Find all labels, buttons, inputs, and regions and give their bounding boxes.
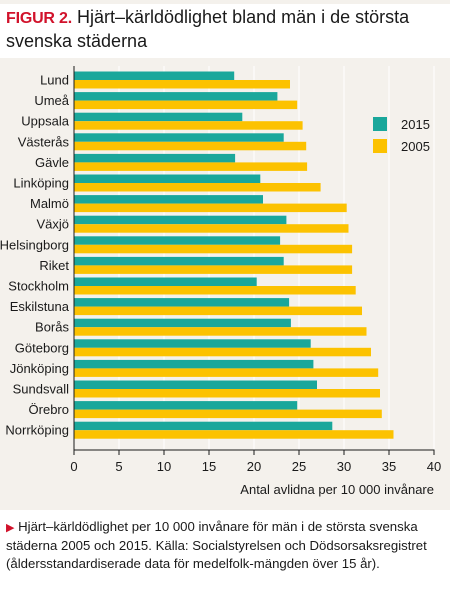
category-label: Göteborg bbox=[15, 340, 69, 355]
category-label: Umeå bbox=[34, 93, 69, 108]
bar-2005-13 bbox=[74, 347, 371, 357]
bar-2015-9 bbox=[74, 256, 284, 266]
caption-marker-icon: ▶ bbox=[6, 522, 15, 534]
bar-2015-13 bbox=[74, 339, 311, 348]
bar-2005-14 bbox=[74, 368, 379, 377]
bar-2005-12 bbox=[74, 327, 367, 336]
x-tick-label: 0 bbox=[70, 459, 77, 474]
bar-2005-17 bbox=[74, 430, 394, 439]
bar-2005-7 bbox=[74, 224, 349, 233]
category-label: Stockholm bbox=[8, 279, 69, 294]
bar-2015-16 bbox=[74, 401, 298, 410]
bar-2005-16 bbox=[74, 409, 382, 419]
bar-2005-0 bbox=[74, 80, 290, 89]
bar-2015-4 bbox=[74, 153, 236, 163]
legend-label-2015: 2015 bbox=[401, 117, 430, 132]
figure-label: FIGUR 2. bbox=[6, 10, 72, 27]
legend-swatch-2015 bbox=[373, 117, 387, 131]
bar-2005-5 bbox=[74, 183, 321, 192]
bar-2005-1 bbox=[74, 100, 298, 110]
category-label: Örebro bbox=[29, 402, 69, 417]
category-label: Eskilstuna bbox=[10, 299, 70, 314]
bar-2005-6 bbox=[74, 203, 347, 213]
category-label: Jönköping bbox=[10, 361, 69, 376]
category-label: Sundsvall bbox=[13, 382, 69, 397]
category-label: Växjö bbox=[36, 217, 69, 232]
bar-2005-9 bbox=[74, 265, 353, 274]
bar-2015-0 bbox=[74, 71, 235, 80]
x-tick-label: 30 bbox=[337, 459, 351, 474]
bar-2015-14 bbox=[74, 359, 314, 369]
bar-2015-5 bbox=[74, 174, 261, 183]
category-label: Gävle bbox=[35, 155, 69, 170]
legend-label-2005: 2005 bbox=[401, 139, 430, 154]
bar-2005-10 bbox=[74, 286, 356, 295]
figure-title: FIGUR 2. Hjärt–kärldödlighet bland män i… bbox=[6, 6, 444, 52]
x-tick-label: 25 bbox=[292, 459, 306, 474]
category-label: Riket bbox=[39, 258, 69, 273]
bar-2005-11 bbox=[74, 306, 362, 316]
x-axis-label: Antal avlidna per 10 000 invånare bbox=[240, 482, 434, 497]
x-tick-label: 15 bbox=[202, 459, 216, 474]
bar-2015-3 bbox=[74, 133, 284, 142]
bar-2005-2 bbox=[74, 121, 303, 130]
category-label: Linköping bbox=[13, 176, 69, 191]
bar-2005-4 bbox=[74, 162, 308, 171]
x-tick-label: 35 bbox=[382, 459, 396, 474]
category-label: Västerås bbox=[18, 134, 70, 149]
bar-2015-8 bbox=[74, 236, 281, 245]
figure-caption: ▶ Hjärt–kärldödlighet per 10 000 invånar… bbox=[6, 518, 442, 573]
bar-chart: Lund Umeå Uppsala Västerås Gävle Linköping Mal… bbox=[0, 66, 441, 497]
bar-2015-1 bbox=[74, 92, 278, 101]
category-label: Malmö bbox=[30, 196, 69, 211]
top-rule bbox=[0, 0, 450, 4]
bar-2005-8 bbox=[74, 244, 353, 254]
bar-2015-7 bbox=[74, 215, 287, 225]
bar-2005-15 bbox=[74, 389, 380, 398]
x-tick-label: 40 bbox=[427, 459, 441, 474]
category-label: Uppsala bbox=[21, 114, 69, 129]
bar-2015-6 bbox=[74, 195, 263, 204]
bar-2015-15 bbox=[74, 380, 317, 389]
bar-2015-10 bbox=[74, 277, 257, 286]
chart-panel: Lund Umeå Uppsala Västerås Gävle Linköping Mal… bbox=[0, 58, 450, 510]
category-label: Borås bbox=[35, 320, 69, 335]
category-label: Lund bbox=[40, 73, 69, 88]
caption-text: Hjärt–kärldödlighet per 10 000 invånare … bbox=[6, 519, 427, 571]
figure-title-text: Hjärt–kärldödlighet bland män i de störs… bbox=[6, 7, 410, 51]
category-label: Norrköping bbox=[5, 423, 69, 438]
bar-2015-12 bbox=[74, 318, 291, 328]
x-tick-label: 20 bbox=[247, 459, 261, 474]
bar-2005-3 bbox=[74, 141, 307, 151]
bar-2015-2 bbox=[74, 112, 243, 122]
bar-2015-17 bbox=[74, 421, 333, 431]
category-label: Helsingborg bbox=[0, 237, 69, 252]
x-tick-label: 10 bbox=[157, 459, 171, 474]
x-tick-label: 5 bbox=[115, 459, 122, 474]
bar-2015-11 bbox=[74, 298, 290, 307]
legend-swatch-2005 bbox=[373, 139, 387, 153]
